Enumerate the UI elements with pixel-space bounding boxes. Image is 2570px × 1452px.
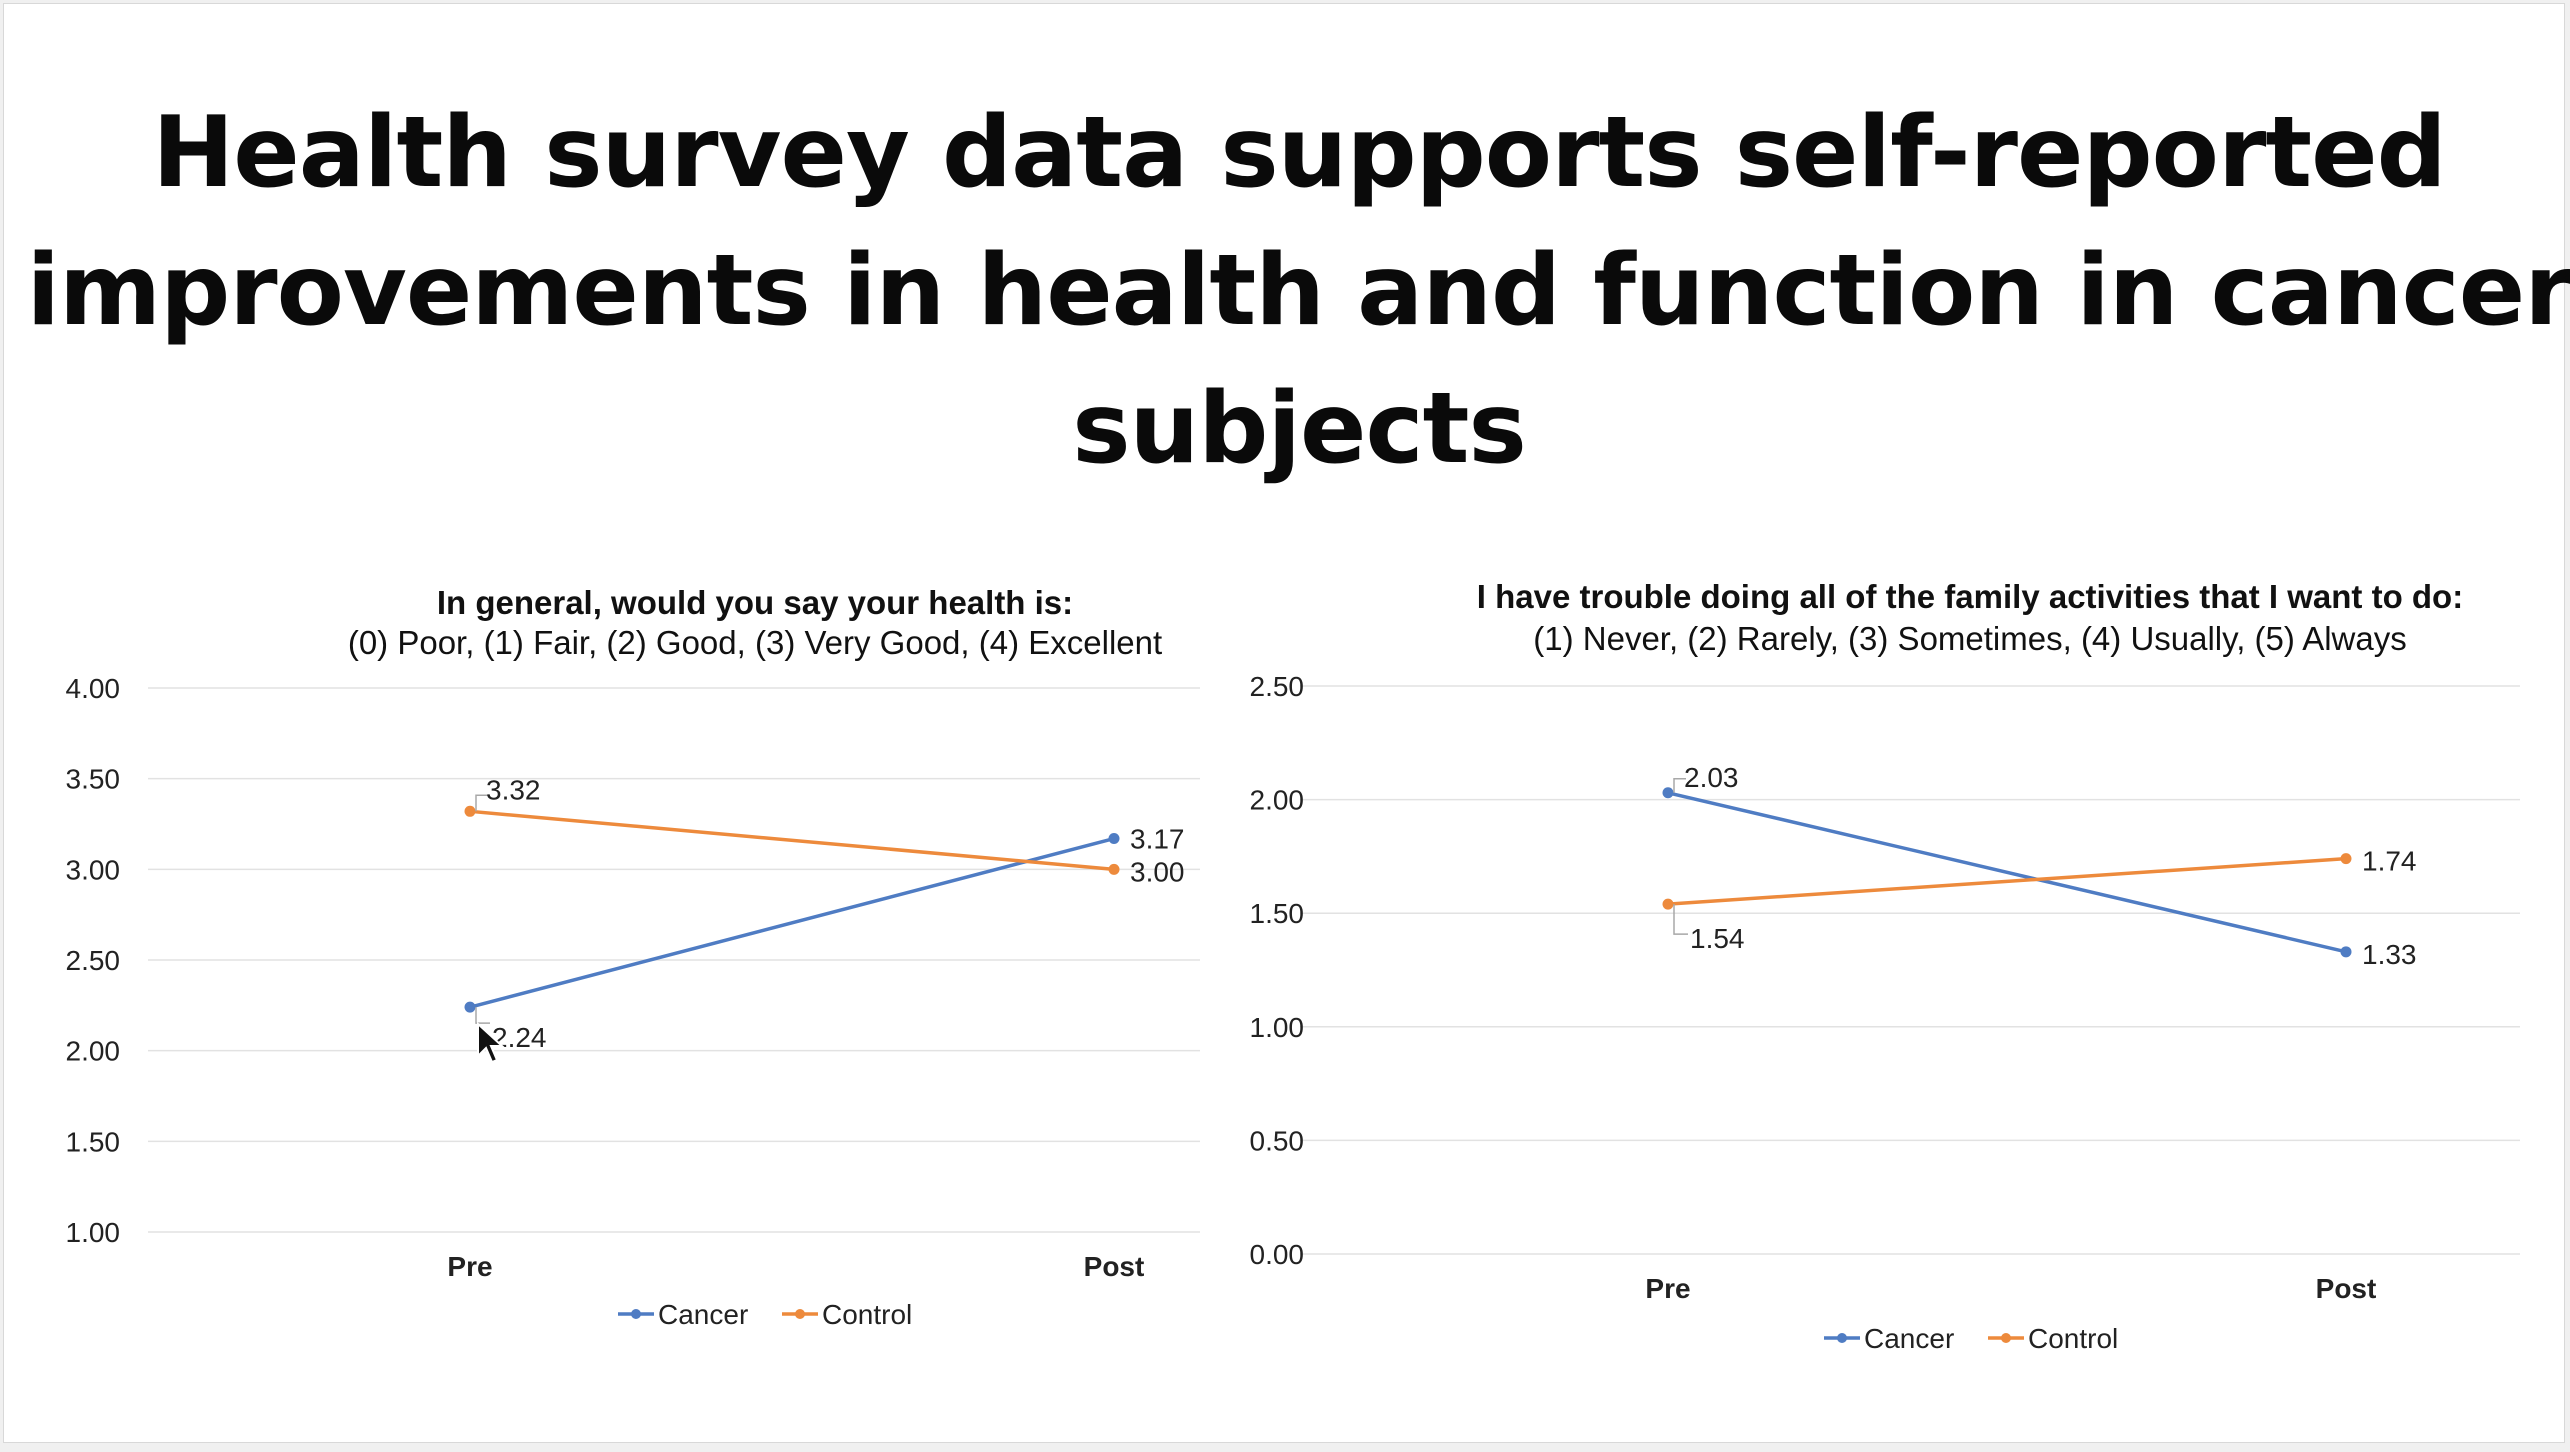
legend-marker-cancer	[631, 1309, 641, 1319]
family-activities-chart: I have trouble doing all of the family a…	[1250, 578, 2520, 1354]
chart-subtitle: (0) Poor, (1) Fair, (2) Good, (3) Very G…	[348, 624, 1162, 661]
data-label: 2.03	[1684, 762, 1739, 793]
series-line-cancer	[1667, 791, 2347, 954]
chart-legend: Cancer Control	[1824, 1323, 2118, 1354]
data-label: 1.33	[2362, 939, 2417, 970]
data-label: 3.00	[1130, 856, 1185, 887]
y-tick-label: 2.00	[66, 1036, 121, 1067]
y-tick-label: 0.50	[1250, 1125, 1305, 1156]
legend-label-cancer: Cancer	[658, 1299, 748, 1330]
data-point-cancer	[1108, 833, 1120, 845]
slide: Health survey data supports self-reporte…	[3, 3, 2570, 1443]
data-point-cancer	[2340, 946, 2352, 958]
legend-label-control: Control	[822, 1299, 912, 1330]
y-tick-label: 2.50	[66, 945, 121, 976]
data-label-leader	[475, 794, 488, 812]
y-tick-label: 3.00	[66, 854, 121, 885]
x-category-label: Post	[1084, 1251, 1145, 1282]
series-line-control	[469, 809, 1115, 872]
data-point-cancer	[464, 1001, 476, 1013]
data-label: 3.17	[1130, 824, 1185, 855]
y-tick-label: 2.50	[1250, 671, 1305, 702]
slide-title: Health survey data supports self-reporte…	[26, 96, 2570, 486]
data-point-control	[1662, 898, 1674, 910]
data-label: 2.24	[492, 1022, 547, 1053]
chart-title: In general, would you say your health is…	[437, 584, 1073, 621]
legend-marker-control	[2001, 1333, 2011, 1343]
data-label: 1.74	[2362, 846, 2417, 877]
legend-marker-control	[795, 1309, 805, 1319]
data-point-control	[1108, 863, 1120, 875]
data-label-leader	[1673, 778, 1686, 793]
y-tick-label: 1.50	[66, 1126, 121, 1157]
y-tick-label: 1.50	[1250, 898, 1305, 929]
legend-label-cancer: Cancer	[1864, 1323, 1954, 1354]
y-tick-label: 1.00	[66, 1217, 121, 1248]
data-label: 1.54	[1690, 923, 1745, 954]
legend-marker-cancer	[1837, 1333, 1847, 1343]
y-tick-label: 4.00	[66, 673, 121, 704]
chart-subtitle: (1) Never, (2) Rarely, (3) Sometimes, (4…	[1533, 620, 2406, 657]
y-tick-label: 1.00	[1250, 1012, 1305, 1043]
y-tick-label: 0.00	[1250, 1239, 1305, 1270]
data-label-leader	[1673, 904, 1688, 935]
data-label: 3.32	[486, 774, 541, 805]
mouse-cursor-icon	[477, 1021, 505, 1064]
x-category-label: Post	[2316, 1273, 2377, 1304]
series-line-control	[1667, 856, 2347, 906]
data-label-leader	[475, 1007, 490, 1024]
y-tick-label: 3.50	[66, 764, 121, 795]
health-rating-chart: In general, would you say your health is…	[66, 584, 1200, 1330]
chart-title: I have trouble doing all of the family a…	[1477, 578, 2463, 615]
legend-label-control: Control	[2028, 1323, 2118, 1354]
data-point-control	[2340, 853, 2352, 865]
data-point-cancer	[1662, 787, 1674, 799]
chart-legend: Cancer Control	[618, 1299, 912, 1330]
data-point-control	[464, 805, 476, 817]
y-tick-label: 2.00	[1250, 785, 1305, 816]
series-line-cancer	[469, 836, 1115, 1009]
x-category-label: Pre	[447, 1251, 492, 1282]
x-category-label: Pre	[1645, 1273, 1690, 1304]
